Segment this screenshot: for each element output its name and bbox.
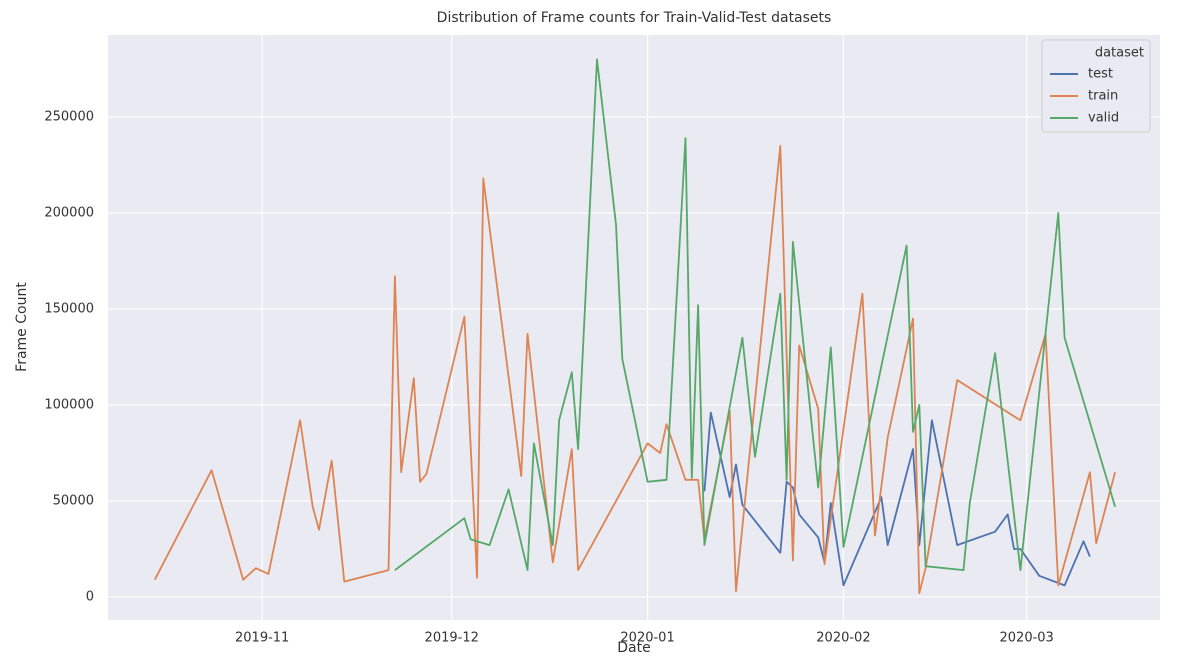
x-tick-label: 2020-03 xyxy=(1000,631,1054,646)
legend-label: train xyxy=(1088,89,1118,104)
y-tick-label: 250000 xyxy=(44,109,94,124)
legend-box xyxy=(1041,39,1151,133)
x-tick-label: 2020-02 xyxy=(816,631,870,646)
y-tick-label: 100000 xyxy=(44,397,94,412)
y-tick-label: 150000 xyxy=(44,301,94,316)
chart-title: Distribution of Frame counts for Train-V… xyxy=(437,10,832,26)
series-line xyxy=(154,144,1116,594)
legend-label: test xyxy=(1088,67,1113,82)
y-tick-label: 0 xyxy=(86,589,94,604)
x-axis-label: Date xyxy=(617,640,650,656)
y-tick-label: 200000 xyxy=(44,205,94,220)
x-tick-label: 2019-11 xyxy=(235,631,289,646)
x-tick-label: 2019-12 xyxy=(425,631,479,646)
x-tick-label: 2020-01 xyxy=(620,631,674,646)
y-tick-label: 50000 xyxy=(53,493,94,508)
series-line xyxy=(394,58,1116,571)
plot-area xyxy=(108,35,1160,620)
legend-title: dataset xyxy=(1095,46,1144,61)
legend-label: valid xyxy=(1088,111,1119,126)
y-axis-label: Frame Count xyxy=(14,282,30,372)
